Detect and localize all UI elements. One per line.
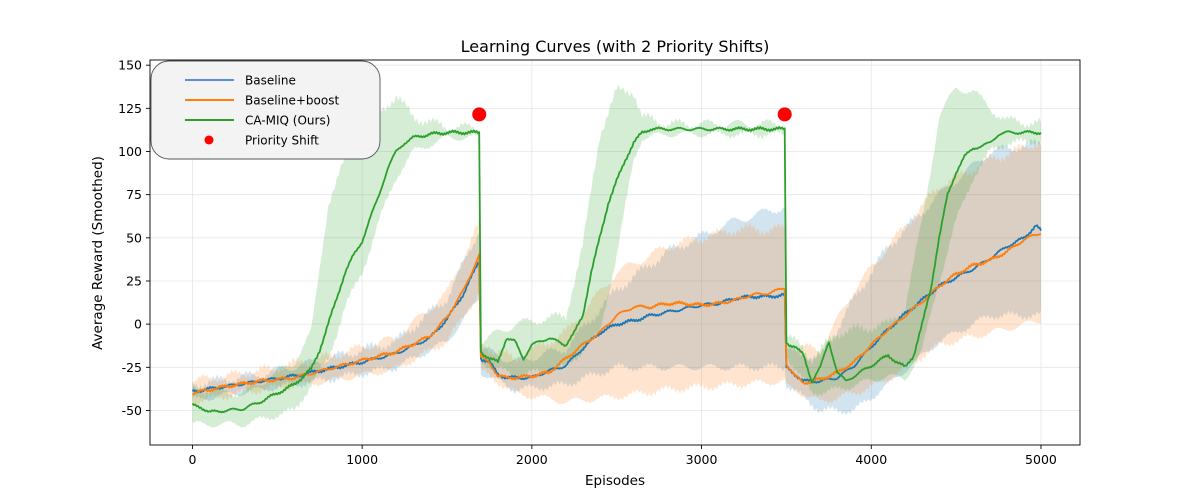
x-tick-label: 3000: [686, 452, 718, 467]
legend-box: [150, 60, 381, 160]
legend-label: Baseline+boost: [245, 94, 339, 108]
axes-frame: [149, 59, 1081, 446]
series-layer: [191, 84, 1042, 428]
legend: Baseline Baseline+boost CA-MIQ (Ours) Prior…: [150, 60, 381, 160]
priority-shift-marker: [777, 107, 792, 122]
x-tick-label: 4000: [855, 452, 887, 467]
y-axis-label: Average Reward (Smoothed): [90, 156, 106, 350]
y-tick-label: 125: [118, 101, 142, 116]
x-tick-label: 1000: [346, 452, 378, 467]
legend-label: CA-MIQ (Ours): [245, 114, 330, 128]
y-tick-label: 150: [118, 58, 142, 73]
y-tick-label: 50: [126, 230, 142, 245]
x-tick-label: 2000: [516, 452, 548, 467]
plot-area: 0 1000 2000 3000 4000 5000 -50 -25 0 25 50 75 100 125…: [118, 58, 1081, 467]
series-line-ca-miq-ours-: [191, 126, 1042, 414]
legend-swatch-marker: [204, 135, 214, 145]
y-tick-label: -25: [122, 360, 142, 375]
legend-label: Baseline: [245, 74, 296, 88]
x-tick-label: 5000: [1025, 452, 1057, 467]
chart-title: Learning Curves (with 2 Priority Shifts): [461, 37, 770, 56]
legend-label: Priority Shift: [245, 134, 319, 148]
x-tick-label: 0: [188, 452, 196, 467]
x-axis-label: Episodes: [585, 473, 645, 489]
y-tick-label: 75: [126, 187, 142, 202]
priority-shift-marker: [472, 107, 487, 122]
y-tick-label: 100: [118, 144, 142, 159]
y-tick-label: -50: [122, 403, 142, 418]
y-tick-label: 25: [126, 273, 142, 288]
y-tick-label: 0: [134, 317, 142, 332]
confidence-band-baseline-boost: [192, 142, 1041, 407]
series-line-baseline-boost: [192, 233, 1042, 396]
